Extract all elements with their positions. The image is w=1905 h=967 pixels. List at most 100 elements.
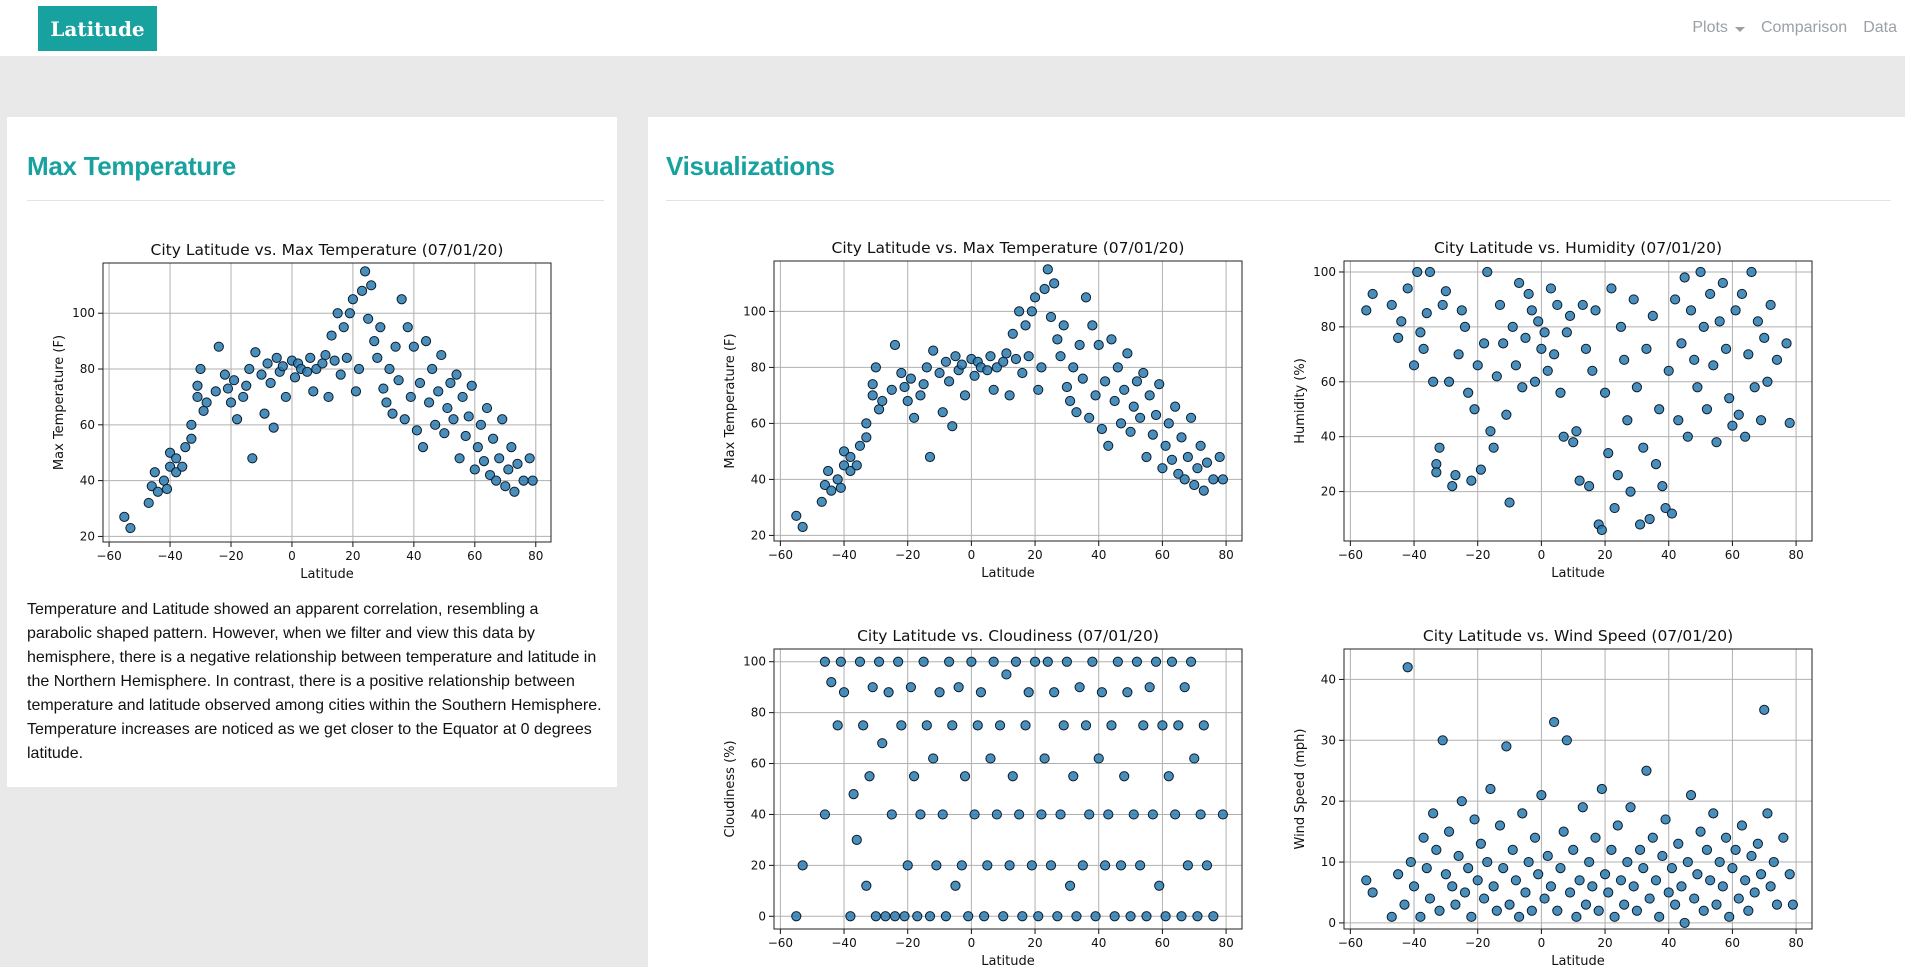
scatter-point <box>1708 360 1719 371</box>
y-tick-label: 40 <box>80 474 95 488</box>
scatter-point <box>924 451 936 463</box>
cloudiness-thumbnail-plot[interactable]: City Latitude vs. Cloudiness (07/01/20) −… <box>718 619 1258 967</box>
scatter-point <box>956 860 967 871</box>
scatter-point <box>1599 387 1611 398</box>
scatter-point <box>1096 423 1108 435</box>
scatter-point <box>1157 463 1168 474</box>
scatter-point <box>1494 299 1506 311</box>
nav-comparison-link[interactable]: Comparison <box>1760 19 1848 36</box>
scatter-point <box>1064 395 1076 407</box>
scatter-point <box>899 911 910 922</box>
scatter-point <box>1478 338 1490 349</box>
scatter-point <box>1755 869 1767 880</box>
scatter-point <box>1628 881 1639 892</box>
scatter-point <box>988 656 999 667</box>
scatter-point <box>1485 783 1496 795</box>
scatter-point <box>1708 808 1719 819</box>
scatter-point <box>1418 832 1429 843</box>
y-tick-label: 100 <box>72 306 95 320</box>
scatter-point <box>1367 887 1378 898</box>
humidity-thumbnail-plot[interactable]: City Latitude vs. Humidity (07/01/20) −60… <box>1288 231 1828 587</box>
x-tick-label: 0 <box>968 936 976 950</box>
chart-grid <box>1344 649 1812 929</box>
scatter-point <box>832 474 843 485</box>
scatter-point <box>1590 305 1601 316</box>
scatter-point <box>1412 266 1423 278</box>
scatter-point <box>1100 860 1111 871</box>
divider <box>27 200 604 201</box>
scatter-point <box>867 390 878 401</box>
scatter-point <box>1634 844 1646 855</box>
x-tick-label: −60 <box>768 936 793 950</box>
scatter-point <box>1482 856 1493 868</box>
scatter-point <box>1201 457 1213 468</box>
scatter-point <box>469 464 480 475</box>
scatter-point <box>1609 502 1620 514</box>
scatter-point <box>1663 887 1674 898</box>
scatter-point <box>1507 844 1518 855</box>
scatter-point <box>1561 327 1572 338</box>
x-tick-label: 80 <box>528 549 543 563</box>
nav-data-link[interactable]: Data <box>1863 19 1897 36</box>
x-tick-label: 20 <box>345 549 360 563</box>
scatter-point <box>1459 887 1471 898</box>
scatter-point <box>341 352 352 363</box>
scatter-point <box>320 349 331 361</box>
scatter-point <box>1676 881 1687 892</box>
scatter-point <box>442 402 453 414</box>
plot-frame <box>773 260 1243 542</box>
y-tick-label: 10 <box>1321 855 1336 869</box>
scatter-point <box>1179 682 1190 693</box>
x-tick-label: 80 <box>1788 936 1803 950</box>
scatter-point <box>1396 316 1407 327</box>
scatter-point <box>1415 911 1426 922</box>
scatter-point <box>219 369 231 380</box>
scatter-point <box>1603 448 1614 459</box>
brand-logo-link[interactable]: Latitude <box>38 6 157 51</box>
scatter-point <box>231 414 243 425</box>
scatter-point <box>1068 771 1079 782</box>
scatter-point <box>1717 881 1728 892</box>
scatter-point <box>1765 299 1776 311</box>
scatter-point <box>1007 328 1018 339</box>
x-tick-label: 20 <box>1597 936 1612 950</box>
scatter-point <box>1574 875 1585 886</box>
y-tick-label: 20 <box>80 529 95 543</box>
scatter-point <box>1606 844 1617 855</box>
temperature-thumbnail-plot[interactable]: City Latitude vs. Max Temperature (07/01… <box>718 231 1258 587</box>
nav-plots-dropdown[interactable]: Plots <box>1692 19 1745 37</box>
scatter-point <box>1431 844 1442 855</box>
scatter-point <box>1558 826 1569 837</box>
scatter-point <box>1386 911 1397 922</box>
scatter-point <box>896 720 907 731</box>
scatter-point <box>908 412 920 423</box>
scatter-point <box>940 356 952 367</box>
scatter-point <box>1154 880 1165 891</box>
scatter-point <box>1670 899 1681 910</box>
scatter-point <box>1402 662 1413 673</box>
scatter-point <box>851 834 862 846</box>
scatter-point <box>928 345 939 356</box>
scatter-point <box>1131 376 1143 387</box>
scatter-point <box>1367 288 1378 300</box>
scatter-point <box>1020 720 1031 731</box>
scatter-point <box>947 720 958 731</box>
scatter-point <box>1749 887 1760 898</box>
scatter-point <box>1695 826 1706 837</box>
scatter-point <box>201 397 212 408</box>
scatter-point <box>1749 382 1760 393</box>
scatter-point <box>250 347 261 358</box>
scatter-point <box>1695 266 1706 278</box>
nav-plots-label: Plots <box>1692 19 1728 36</box>
scatter-point <box>870 911 881 922</box>
scatter-point <box>937 809 948 820</box>
x-axis-label: Latitude <box>981 566 1035 581</box>
scatter-point <box>1080 292 1092 303</box>
scatter-point <box>1029 656 1041 667</box>
y-tick-label: 100 <box>743 655 766 669</box>
scatter-point <box>192 391 203 403</box>
scatter-point <box>1606 283 1617 294</box>
wind-speed-thumbnail-plot[interactable]: City Latitude vs. Wind Speed (07/01/20) −… <box>1288 619 1828 967</box>
scatter-point <box>119 511 130 522</box>
scatter-point <box>228 375 240 386</box>
